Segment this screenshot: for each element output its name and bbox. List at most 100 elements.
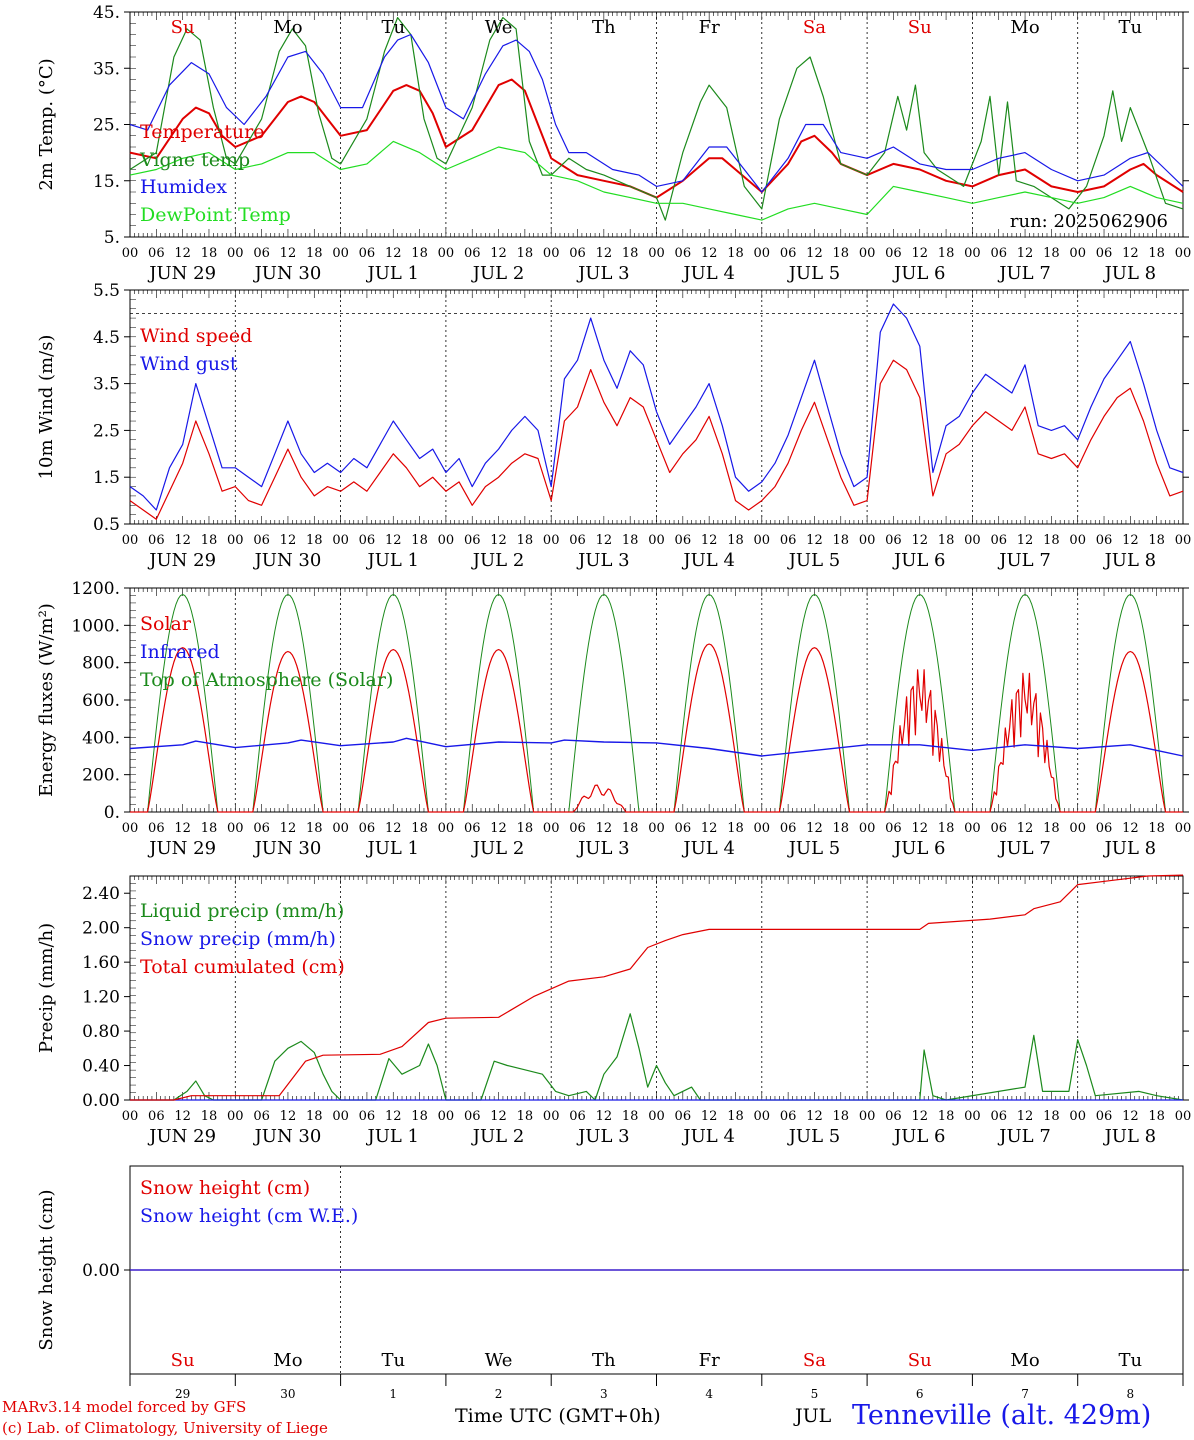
- hour-tick-label: 00: [1069, 821, 1086, 836]
- day-of-week-label: Mo: [1010, 1350, 1039, 1371]
- hour-tick-label: 00: [122, 246, 139, 261]
- date-label: JUL 3: [576, 838, 630, 859]
- hour-tick-label: 12: [596, 821, 613, 836]
- hour-tick-label: 18: [727, 246, 744, 261]
- date-label: JUL 5: [787, 838, 841, 859]
- hour-tick-label: 18: [411, 533, 428, 548]
- y-tick-label: 1200.: [71, 579, 120, 599]
- hour-tick-label: 06: [885, 821, 902, 836]
- hour-tick-label: 18: [517, 821, 534, 836]
- date-label: JUL 6: [892, 1126, 946, 1147]
- y-tick-label: 400.: [82, 728, 120, 748]
- hour-tick-label: 00: [648, 533, 665, 548]
- date-label: JUL 2: [471, 1126, 525, 1147]
- y-tick-label: 2.5: [93, 421, 120, 441]
- legend-entry: Liquid precip (mm/h): [140, 900, 344, 922]
- hour-tick-label: 00: [122, 533, 139, 548]
- hour-tick-label: 18: [938, 246, 955, 261]
- hour-tick-label: 00: [859, 821, 876, 836]
- y-tick-label: 1.5: [93, 468, 120, 488]
- hour-tick-label: 12: [1017, 821, 1034, 836]
- hour-tick-label: 12: [701, 533, 718, 548]
- hour-tick-label: 06: [780, 1109, 797, 1124]
- y-tick-label: 2.00: [82, 919, 120, 939]
- legend-entry: Humidex: [140, 176, 227, 198]
- hour-tick-label: 00: [648, 821, 665, 836]
- day-of-week-label: Su: [908, 1350, 932, 1371]
- y-axis-label: 10m Wind (m/s): [36, 335, 57, 480]
- hour-tick-label: 12: [1017, 533, 1034, 548]
- date-label: JUN 30: [253, 838, 322, 859]
- day-of-week-label: Mo: [273, 1350, 302, 1371]
- hour-tick-label: 18: [517, 533, 534, 548]
- hour-tick-label: 12: [701, 821, 718, 836]
- hour-tick-label: 00: [964, 246, 981, 261]
- hour-tick-label: 12: [174, 246, 191, 261]
- hour-tick-label: 18: [306, 821, 323, 836]
- hour-tick-label: 12: [385, 1109, 402, 1124]
- hour-tick-label: 18: [833, 1109, 850, 1124]
- hour-tick-label: 00: [1175, 246, 1192, 261]
- hour-tick-label: 12: [911, 821, 928, 836]
- station-name: Tenneville (alt. 429m): [852, 1400, 1152, 1431]
- hour-tick-label: 06: [990, 1109, 1007, 1124]
- hour-tick-label: 00: [1175, 1109, 1192, 1124]
- date-label: JUL 7: [997, 550, 1051, 571]
- y-tick-label: 25.: [93, 116, 120, 136]
- hour-tick-label: 18: [938, 821, 955, 836]
- hour-tick-label: 18: [201, 1109, 218, 1124]
- hour-tick-label: 00: [1069, 533, 1086, 548]
- hour-tick-label: 18: [1043, 1109, 1060, 1124]
- hour-tick-label: 06: [780, 533, 797, 548]
- y-tick-label: 5.5: [93, 281, 120, 301]
- series-liquid-precip-mm-h--line: [130, 1013, 1184, 1101]
- hour-tick-label: 18: [201, 246, 218, 261]
- hour-tick-label: 18: [1148, 246, 1165, 261]
- legend-entry: Infrared: [140, 641, 220, 663]
- infrared-line: [129, 737, 1184, 757]
- day-of-week-label: Mo: [1010, 17, 1039, 38]
- day-of-week-label: Mo: [273, 17, 302, 38]
- hour-tick-label: 06: [253, 246, 270, 261]
- hour-tick-label: 06: [990, 533, 1007, 548]
- y-tick-label: 800.: [82, 654, 120, 674]
- hour-tick-label: 06: [253, 1109, 270, 1124]
- hour-tick-label: 12: [490, 533, 507, 548]
- hour-tick-label: 12: [1122, 1109, 1139, 1124]
- hour-tick-label: 12: [701, 1109, 718, 1124]
- hour-tick-label: 12: [911, 533, 928, 548]
- hour-tick-label: 00: [227, 1109, 244, 1124]
- date-label: JUL 6: [892, 263, 946, 284]
- hour-tick-label: 00: [543, 246, 560, 261]
- hour-tick-label: 12: [1122, 533, 1139, 548]
- hour-tick-label: 06: [885, 1109, 902, 1124]
- day-of-week-label: Sa: [803, 17, 826, 38]
- hour-tick-label: 06: [359, 533, 376, 548]
- hour-tick-label: 12: [596, 1109, 613, 1124]
- hour-tick-label: 06: [148, 1109, 165, 1124]
- date-label: JUL 5: [787, 263, 841, 284]
- hour-tick-label: 00: [438, 1109, 455, 1124]
- date-label: JUN 29: [147, 1126, 216, 1147]
- hour-tick-label: 00: [227, 246, 244, 261]
- hour-tick-label: 00: [964, 533, 981, 548]
- day-number-label: 5: [811, 1387, 819, 1401]
- hour-tick-label: 00: [227, 533, 244, 548]
- hour-tick-label: 18: [833, 821, 850, 836]
- y-axis-label: Snow height (cm): [36, 1189, 57, 1350]
- hour-tick-label: 00: [754, 246, 771, 261]
- date-label: JUN 30: [253, 550, 322, 571]
- hour-tick-label: 00: [438, 821, 455, 836]
- day-number-label: 1: [389, 1387, 397, 1401]
- hour-tick-label: 00: [648, 1109, 665, 1124]
- date-label: JUL 5: [787, 550, 841, 571]
- hour-tick-label: 18: [411, 1109, 428, 1124]
- date-label: JUL 6: [892, 838, 946, 859]
- y-tick-label: 600.: [82, 691, 120, 711]
- day-of-week-label: We: [485, 1350, 513, 1371]
- series-vigne-temp-line: [129, 17, 1184, 221]
- date-label: JUL 8: [1103, 1126, 1157, 1147]
- hour-tick-label: 18: [517, 246, 534, 261]
- y-tick-label: 5.: [104, 228, 120, 248]
